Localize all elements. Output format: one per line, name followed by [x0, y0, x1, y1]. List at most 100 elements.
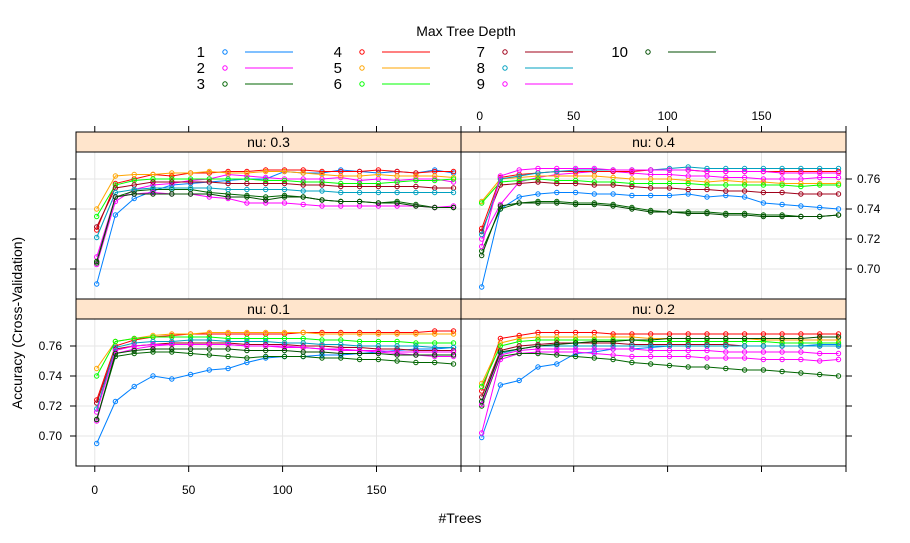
data-point	[450, 168, 457, 175]
data-point	[187, 176, 194, 182]
data-point	[319, 182, 325, 188]
data-point	[263, 335, 269, 342]
panel-3: nu: 0.1	[75, 298, 462, 467]
data-point	[666, 167, 673, 173]
data-point	[206, 367, 213, 373]
data-point	[610, 179, 616, 185]
data-point	[338, 198, 344, 205]
data-point	[610, 346, 616, 352]
data-point	[300, 170, 306, 176]
data-point	[835, 334, 842, 340]
data-point	[516, 194, 522, 200]
data-point	[94, 440, 100, 447]
data-point	[779, 343, 785, 349]
data-point	[94, 206, 100, 212]
data-point	[516, 377, 522, 384]
data-point	[281, 329, 288, 336]
data-point	[356, 173, 363, 179]
series-line	[481, 336, 839, 384]
data-point	[572, 189, 579, 196]
data-point	[300, 188, 306, 194]
data-point	[535, 343, 541, 349]
data-point	[300, 167, 306, 173]
data-point	[356, 198, 363, 205]
data-point	[169, 176, 175, 182]
data-point	[187, 334, 194, 340]
data-point	[112, 194, 119, 200]
legend-entry-label: 5	[334, 60, 342, 77]
data-point	[281, 186, 288, 193]
data-point	[629, 180, 635, 187]
data-point	[112, 344, 119, 351]
data-point	[741, 165, 748, 172]
data-point	[741, 349, 748, 355]
data-point	[356, 331, 363, 337]
data-point	[225, 365, 231, 372]
data-point	[760, 165, 767, 172]
legend-entry-9: 9	[477, 76, 573, 93]
data-point	[413, 331, 419, 337]
data-point	[572, 353, 579, 360]
data-point	[263, 168, 269, 175]
x-axis-title: #Trees	[438, 510, 481, 526]
legend-point-symbol	[502, 65, 508, 71]
data-point	[281, 168, 288, 175]
data-point	[394, 189, 400, 196]
x-tick-label: 150	[366, 483, 386, 497]
data-point	[591, 191, 597, 197]
data-point	[516, 173, 522, 179]
legend-entry-label: 8	[477, 60, 485, 77]
series-depth-6	[479, 176, 842, 206]
legend-point-symbol	[222, 49, 228, 55]
data-point	[263, 329, 269, 336]
data-point	[432, 189, 438, 196]
series-depth-4	[94, 328, 457, 403]
panel-strip-label: nu: 0.1	[247, 301, 290, 317]
data-point	[535, 191, 541, 197]
data-point	[263, 180, 269, 187]
data-point	[685, 167, 691, 173]
series-line	[481, 178, 839, 204]
data-point	[131, 347, 137, 354]
data-point	[535, 179, 541, 185]
data-point	[169, 170, 175, 176]
data-point	[244, 194, 250, 200]
data-point	[300, 201, 306, 208]
series-line	[96, 344, 454, 413]
y-tick-label: 0.72	[857, 232, 881, 246]
series-line	[96, 193, 454, 262]
x-tick-label: 100	[658, 109, 678, 123]
data-point	[112, 398, 119, 405]
data-point	[760, 367, 767, 373]
data-point	[263, 200, 269, 206]
data-point	[375, 171, 382, 178]
data-point	[572, 337, 579, 343]
data-point	[835, 356, 842, 363]
data-point	[206, 179, 213, 185]
data-point	[375, 331, 382, 337]
data-point	[319, 203, 325, 209]
legend-point-symbol	[502, 49, 508, 55]
series-depth-5	[479, 334, 842, 387]
data-point	[685, 210, 691, 217]
data-point	[760, 349, 767, 355]
data-point	[648, 361, 654, 367]
legend-entry-10: 10	[611, 44, 716, 61]
series-depth-4	[479, 167, 842, 232]
data-point	[319, 171, 325, 178]
legend-entry-7: 7	[477, 44, 573, 61]
data-point	[319, 197, 325, 203]
data-point	[497, 349, 504, 355]
data-point	[319, 331, 325, 337]
series-line	[481, 353, 839, 407]
legend-entry-4: 4	[334, 44, 430, 61]
data-point	[150, 191, 156, 197]
y-tick-label: 0.72	[39, 399, 63, 413]
data-point	[281, 177, 288, 184]
data-point	[835, 337, 842, 343]
series-depth-6	[479, 337, 842, 390]
data-point	[798, 356, 804, 363]
data-point	[817, 213, 823, 220]
data-point	[723, 212, 729, 218]
data-point	[244, 335, 250, 342]
